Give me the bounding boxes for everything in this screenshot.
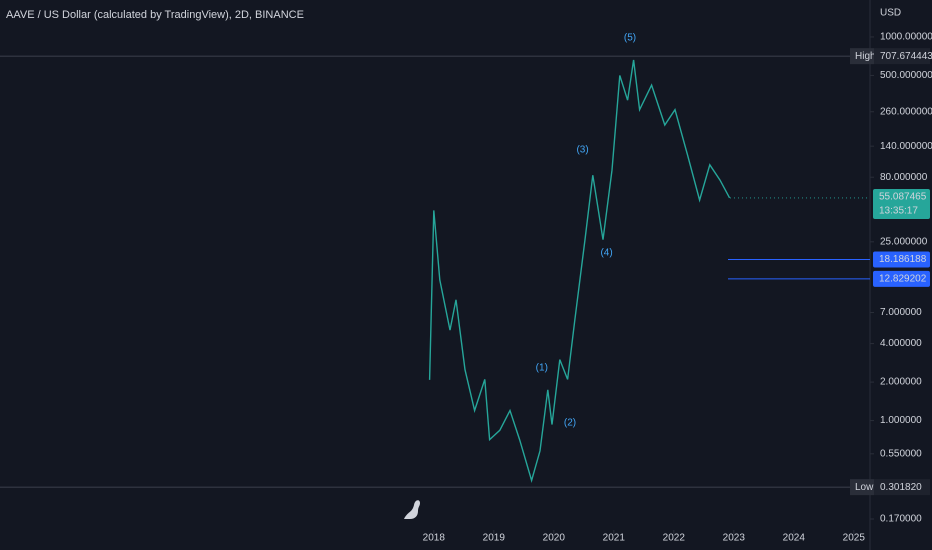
y-tick-label: 7.000000 xyxy=(880,307,922,318)
chart-title: AAVE / US Dollar (calculated by TradingV… xyxy=(6,9,304,21)
x-tick-label: 2023 xyxy=(723,533,746,544)
y-tick-label: 25.000000 xyxy=(880,236,928,247)
countdown: 13:35:17 xyxy=(879,206,918,217)
y-tick-label: 500.000000 xyxy=(880,70,932,81)
level-tag-bg xyxy=(873,270,930,287)
y-tick-label: 2.000000 xyxy=(880,377,922,388)
y-tick-label: 0.170000 xyxy=(880,514,922,525)
x-tick-label: 2018 xyxy=(423,533,446,544)
price-line xyxy=(428,59,731,484)
x-tick-label: 2025 xyxy=(843,533,866,544)
wave-label: (4) xyxy=(600,247,612,258)
x-tick-label: 2020 xyxy=(543,533,566,544)
level-tag: 18.186188 xyxy=(879,254,927,265)
y-tick-label: 140.000000 xyxy=(880,141,932,152)
y-tick-label: 80.000000 xyxy=(880,172,928,183)
y-tick-label: 4.000000 xyxy=(880,338,922,349)
low-tag-label: Low xyxy=(855,482,874,493)
high-value-bg xyxy=(874,48,930,65)
current-price: 55.087465 xyxy=(879,192,927,203)
y-tick-label: 1000.000000 xyxy=(880,32,932,43)
current-tag-bg xyxy=(873,188,930,219)
wave-label: (5) xyxy=(624,33,636,44)
currency-label: USD xyxy=(880,8,901,19)
low-value: 0.301820 xyxy=(880,482,922,493)
x-tick-label: 2022 xyxy=(663,533,686,544)
wave-label: (1) xyxy=(536,363,548,374)
high-tag-bg xyxy=(850,48,874,65)
high-tag-label: High xyxy=(855,51,876,62)
logo xyxy=(404,500,420,519)
x-tick-label: 2021 xyxy=(603,533,626,544)
y-tick-label: 260.000000 xyxy=(880,106,932,117)
y-tick-label: 1.000000 xyxy=(880,415,922,426)
wave-label: (2) xyxy=(564,418,576,429)
wave-label: (3) xyxy=(576,144,588,155)
low-tag-bg xyxy=(850,479,874,496)
low-value-bg xyxy=(874,479,930,496)
y-tick-label: 0.550000 xyxy=(880,448,922,459)
high-value: 707.674443 xyxy=(880,51,932,62)
x-tick-label: 2019 xyxy=(483,533,506,544)
level-tag-bg xyxy=(873,251,930,268)
level-tag: 12.829202 xyxy=(879,274,927,285)
x-tick-label: 2024 xyxy=(783,533,806,544)
